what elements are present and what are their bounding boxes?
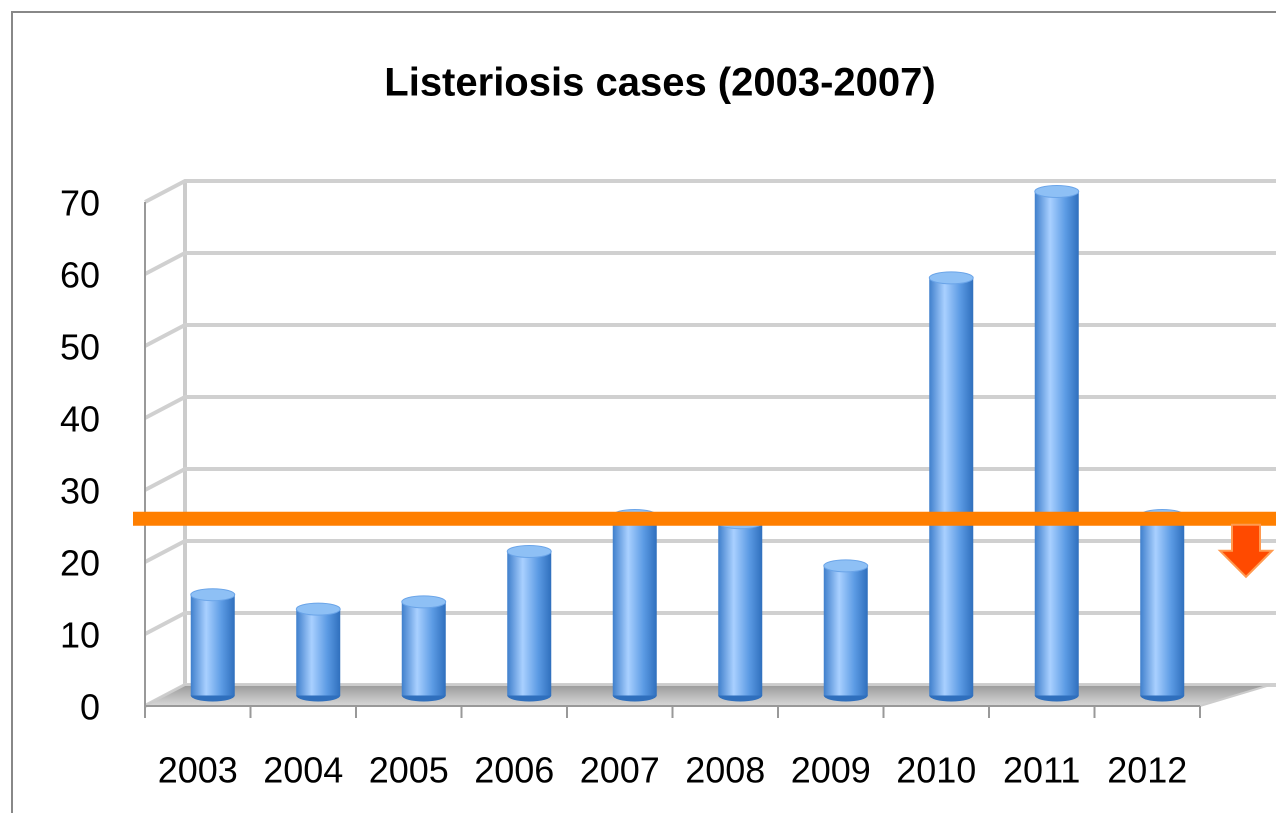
grid-line bbox=[144, 539, 1276, 564]
bar bbox=[1034, 191, 1079, 696]
bar bbox=[929, 277, 974, 696]
bar bbox=[296, 609, 341, 696]
bar-cap bbox=[506, 545, 552, 558]
x-tick-label: 2005 bbox=[369, 750, 449, 791]
x-tick-label: 2006 bbox=[474, 750, 554, 791]
y-tick-label: 0 bbox=[80, 687, 100, 728]
x-tick-label: 2011 bbox=[1003, 750, 1080, 791]
bar-cap bbox=[295, 602, 341, 616]
bar bbox=[401, 601, 446, 696]
y-tick-label: 50 bbox=[60, 327, 100, 368]
bar-cap bbox=[401, 595, 447, 609]
bar bbox=[612, 515, 657, 696]
x-tick-label: 2008 bbox=[685, 750, 765, 791]
grid-line bbox=[144, 395, 1276, 420]
grid-line bbox=[144, 611, 1276, 636]
x-tick-label: 2007 bbox=[580, 750, 660, 791]
y-tick-label: 40 bbox=[60, 399, 100, 440]
bar-cap bbox=[823, 559, 869, 573]
x-tick-label: 2004 bbox=[263, 750, 343, 791]
bar bbox=[190, 594, 235, 696]
x-tick-label: 2010 bbox=[896, 750, 976, 791]
reference-arrow bbox=[1217, 523, 1275, 579]
x-tick-label: 2012 bbox=[1107, 750, 1187, 791]
grid-line bbox=[144, 251, 1276, 276]
bar-cap bbox=[190, 588, 236, 602]
bar-cap bbox=[928, 271, 974, 285]
frame bbox=[11, 11, 1276, 813]
grid-line bbox=[144, 179, 1276, 204]
bar bbox=[823, 565, 868, 696]
y-tick-label: 30 bbox=[60, 471, 100, 512]
x-tick-label: 2003 bbox=[158, 750, 238, 791]
bar-cap bbox=[1034, 185, 1080, 198]
bar bbox=[718, 522, 763, 696]
y-tick-label: 60 bbox=[60, 255, 100, 296]
y-tick-label: 70 bbox=[60, 183, 100, 224]
bar bbox=[507, 551, 552, 696]
bar bbox=[1140, 515, 1185, 696]
grid-line bbox=[144, 467, 1276, 492]
y-tick-label: 20 bbox=[60, 543, 100, 584]
grid-line bbox=[144, 323, 1276, 348]
y-tick-label: 10 bbox=[60, 615, 100, 656]
chart-title: Listeriosis cases (2003-2007) bbox=[384, 61, 935, 105]
x-tick-label: 2009 bbox=[791, 750, 871, 791]
